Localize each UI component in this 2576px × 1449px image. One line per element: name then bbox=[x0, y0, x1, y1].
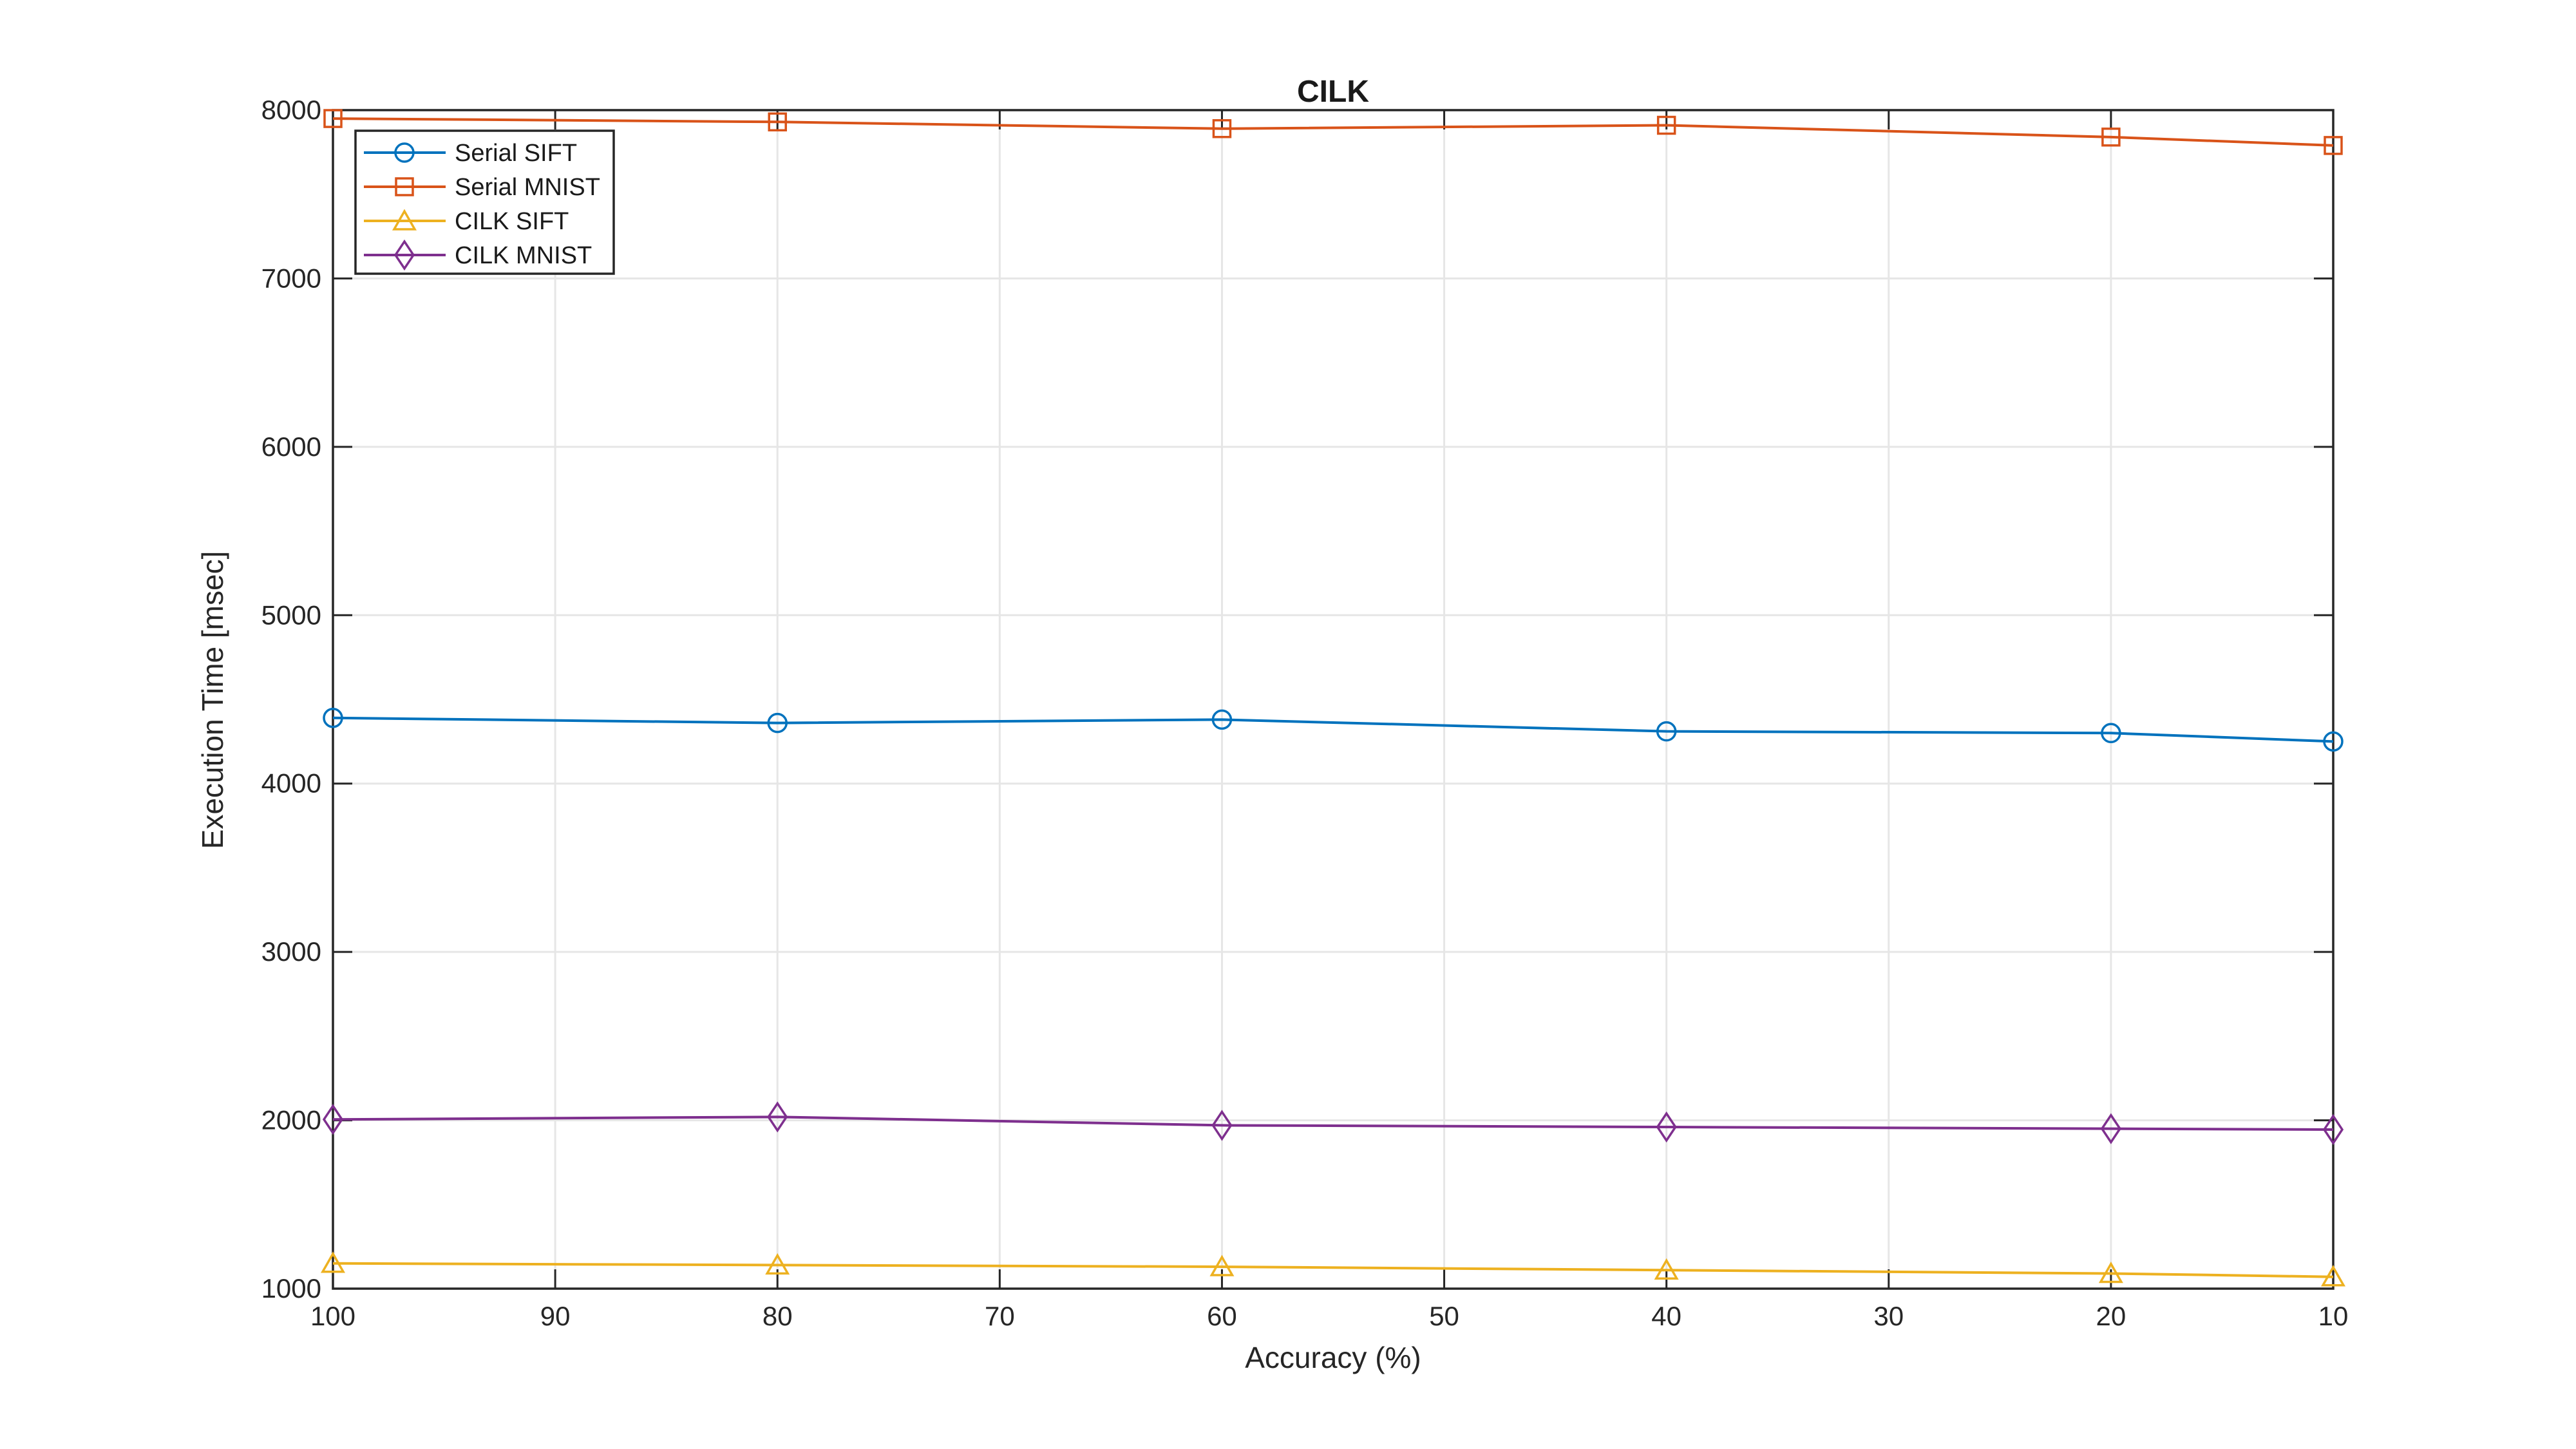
marker-serial-sift-x10 bbox=[2323, 731, 2344, 752]
marker-serial-sift-x40 bbox=[1656, 721, 1677, 742]
y-axis-label: Execution Time [msec] bbox=[196, 551, 229, 849]
marker-cilk-sift-x20 bbox=[2098, 1261, 2123, 1283]
marker-serial-sift-x60 bbox=[1211, 709, 1233, 730]
x-tick-label-10: 10 bbox=[2318, 1301, 2349, 1331]
marker-cilk-sift-x40 bbox=[1654, 1258, 1679, 1280]
legend-label-serial-mnist: Serial MNIST bbox=[455, 174, 600, 201]
y-tick-label-4000: 4000 bbox=[261, 768, 321, 799]
legend-label-serial-sift: Serial SIFT bbox=[455, 140, 577, 167]
marker-cilk-sift-x10 bbox=[2320, 1265, 2346, 1287]
marker-serial-sift-x100 bbox=[323, 708, 343, 728]
marker-serial-mnist-x20 bbox=[2101, 128, 2121, 147]
legend-marker-serial-mnist-icon bbox=[395, 177, 414, 196]
legend-label-cilk-sift: CILK SIFT bbox=[455, 208, 569, 235]
marker-cilk-mnist-x10 bbox=[2322, 1113, 2344, 1146]
marker-cilk-sift-x80 bbox=[765, 1253, 790, 1275]
marker-cilk-mnist-x100 bbox=[322, 1104, 344, 1135]
grid-layer bbox=[333, 110, 2333, 1289]
marker-cilk-sift-x100 bbox=[320, 1251, 346, 1273]
y-tick-label-3000: 3000 bbox=[261, 936, 321, 967]
x-tick-label-40: 40 bbox=[1651, 1301, 1681, 1331]
marker-cilk-mnist-x40 bbox=[1656, 1111, 1677, 1143]
x-tick-label-30: 30 bbox=[1873, 1301, 1904, 1331]
legend-entry-serial-mnist: Serial MNIST bbox=[364, 174, 600, 201]
series-line-cilk-mnist bbox=[332, 1115, 2334, 1131]
x-tick-label-100: 100 bbox=[310, 1301, 355, 1331]
marker-cilk-sift-x60 bbox=[1209, 1255, 1235, 1276]
legend-label-cilk-mnist: CILK MNIST bbox=[455, 242, 592, 269]
marker-serial-mnist-x80 bbox=[768, 112, 787, 132]
y-tick-label-2000: 2000 bbox=[261, 1105, 321, 1135]
series-line-cilk-sift bbox=[332, 1262, 2334, 1278]
y-tick-label-6000: 6000 bbox=[261, 431, 321, 462]
marker-serial-mnist-x100 bbox=[323, 109, 343, 128]
x-tick-label-20: 20 bbox=[2096, 1301, 2126, 1331]
marker-serial-mnist-x40 bbox=[1656, 115, 1676, 135]
legend-marker-serial-sift-icon bbox=[394, 142, 415, 163]
x-tick-label-50: 50 bbox=[1429, 1301, 1459, 1331]
x-tick-label-70: 70 bbox=[985, 1301, 1015, 1331]
marker-serial-sift-x20 bbox=[2101, 723, 2121, 744]
x-axis-label: Accuracy (%) bbox=[1245, 1341, 1421, 1374]
x-tick-label-90: 90 bbox=[540, 1301, 571, 1331]
chart-title: CILK bbox=[1297, 75, 1369, 109]
legend-entry-cilk-sift: CILK SIFT bbox=[364, 208, 569, 235]
marker-serial-mnist-x60 bbox=[1212, 119, 1232, 138]
axis-layer: 100 90 80 70 60 50 40 30 20 10 1000 2000 3000 4000 500… bbox=[261, 95, 2349, 1331]
marker-cilk-mnist-x60 bbox=[1211, 1110, 1233, 1141]
marker-serial-mnist-x10 bbox=[2324, 136, 2343, 155]
x-tick-label-80: 80 bbox=[762, 1301, 793, 1331]
marker-cilk-mnist-x80 bbox=[767, 1101, 788, 1133]
series-line-serial-mnist bbox=[332, 117, 2334, 147]
legend-entry-cilk-mnist: CILK MNIST bbox=[364, 239, 592, 271]
legend-marker-cilk-mnist-icon bbox=[393, 239, 415, 271]
marker-serial-sift-x80 bbox=[767, 712, 788, 734]
y-tick-label-1000: 1000 bbox=[261, 1273, 321, 1303]
series-layer bbox=[320, 109, 2346, 1287]
legend-entry-serial-sift: Serial SIFT bbox=[364, 140, 577, 167]
y-tick-label-7000: 7000 bbox=[261, 263, 321, 293]
y-tick-label-8000: 8000 bbox=[261, 95, 321, 125]
y-tick-label-5000: 5000 bbox=[261, 600, 321, 630]
legend-marker-cilk-sift-icon bbox=[392, 209, 417, 231]
x-tick-label-60: 60 bbox=[1207, 1301, 1237, 1331]
plot-box bbox=[332, 109, 2334, 1290]
marker-cilk-mnist-x20 bbox=[2100, 1113, 2121, 1144]
series-line-serial-sift bbox=[332, 716, 2334, 743]
legend: Serial SIFT Serial MNIST CILK SIFT CILK MNI… bbox=[354, 129, 615, 275]
